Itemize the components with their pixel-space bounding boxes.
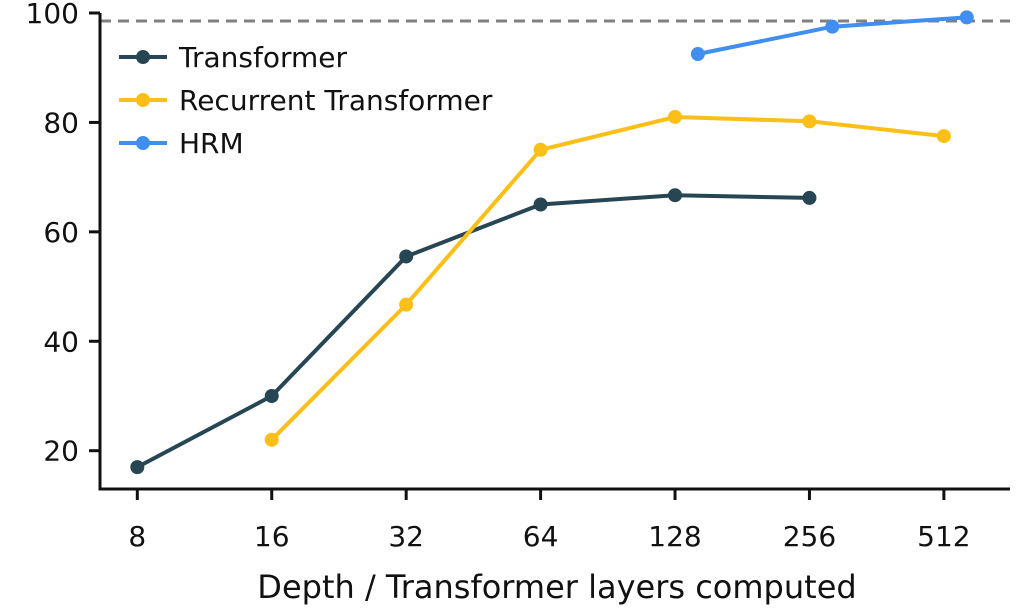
legend-item-recurrent-transformer: Recurrent Transformer: [119, 84, 493, 117]
y-axis-ticks: 20 40 60 80 100: [26, 0, 100, 468]
x-axis-title: Depth / Transformer layers computed: [257, 568, 856, 606]
y-tick-label: 60: [43, 216, 79, 249]
legend-item-hrm: HRM: [119, 127, 244, 160]
data-point-recurrent-transformer: [399, 297, 414, 312]
data-point-transformer: [399, 249, 414, 264]
x-axis-ticks: 8 16 32 64 128 256 512: [128, 489, 971, 553]
x-tick-label: 128: [648, 520, 701, 553]
data-point-transformer: [264, 388, 279, 403]
x-tick-label: 32: [388, 520, 424, 553]
series-layer: [130, 10, 974, 475]
data-point-hrm: [690, 47, 705, 62]
series-line-transformer: [135, 193, 812, 470]
legend-swatch-marker: [136, 93, 150, 107]
data-point-transformer: [802, 190, 817, 205]
series-transformer: [130, 188, 817, 475]
data-point-recurrent-transformer: [668, 109, 683, 124]
legend-label: Transformer: [178, 41, 348, 74]
y-tick-label: 80: [43, 106, 79, 139]
y-tick-label: 100: [26, 0, 79, 30]
data-point-hrm: [825, 19, 840, 34]
legend-swatch-marker: [136, 136, 150, 150]
legend-label: Recurrent Transformer: [179, 84, 493, 117]
x-tick-label: 16: [254, 520, 290, 553]
x-tick-label: 256: [783, 520, 836, 553]
data-point-recurrent-transformer: [936, 129, 951, 144]
y-tick-label: 20: [43, 435, 79, 468]
data-point-recurrent-transformer: [802, 114, 817, 129]
data-point-transformer: [668, 188, 683, 203]
legend-item-transformer: Transformer: [119, 41, 348, 74]
series-hrm: [690, 10, 974, 62]
y-tick-label: 40: [43, 325, 79, 358]
data-point-hrm: [959, 10, 974, 25]
x-tick-label: 8: [128, 520, 146, 553]
legend-swatch-marker: [136, 50, 150, 64]
series-line-recurrent-transformer: [269, 115, 946, 442]
data-point-recurrent-transformer: [264, 432, 279, 447]
legend: Transformer Recurrent Transformer HRM: [119, 41, 493, 160]
x-tick-label: 64: [523, 520, 559, 553]
data-point-recurrent-transformer: [533, 142, 548, 157]
legend-label: HRM: [179, 127, 244, 160]
data-point-transformer: [130, 460, 145, 475]
data-point-transformer: [533, 197, 548, 212]
series-recurrent-transformer: [264, 109, 951, 447]
x-tick-label: 512: [917, 520, 970, 553]
